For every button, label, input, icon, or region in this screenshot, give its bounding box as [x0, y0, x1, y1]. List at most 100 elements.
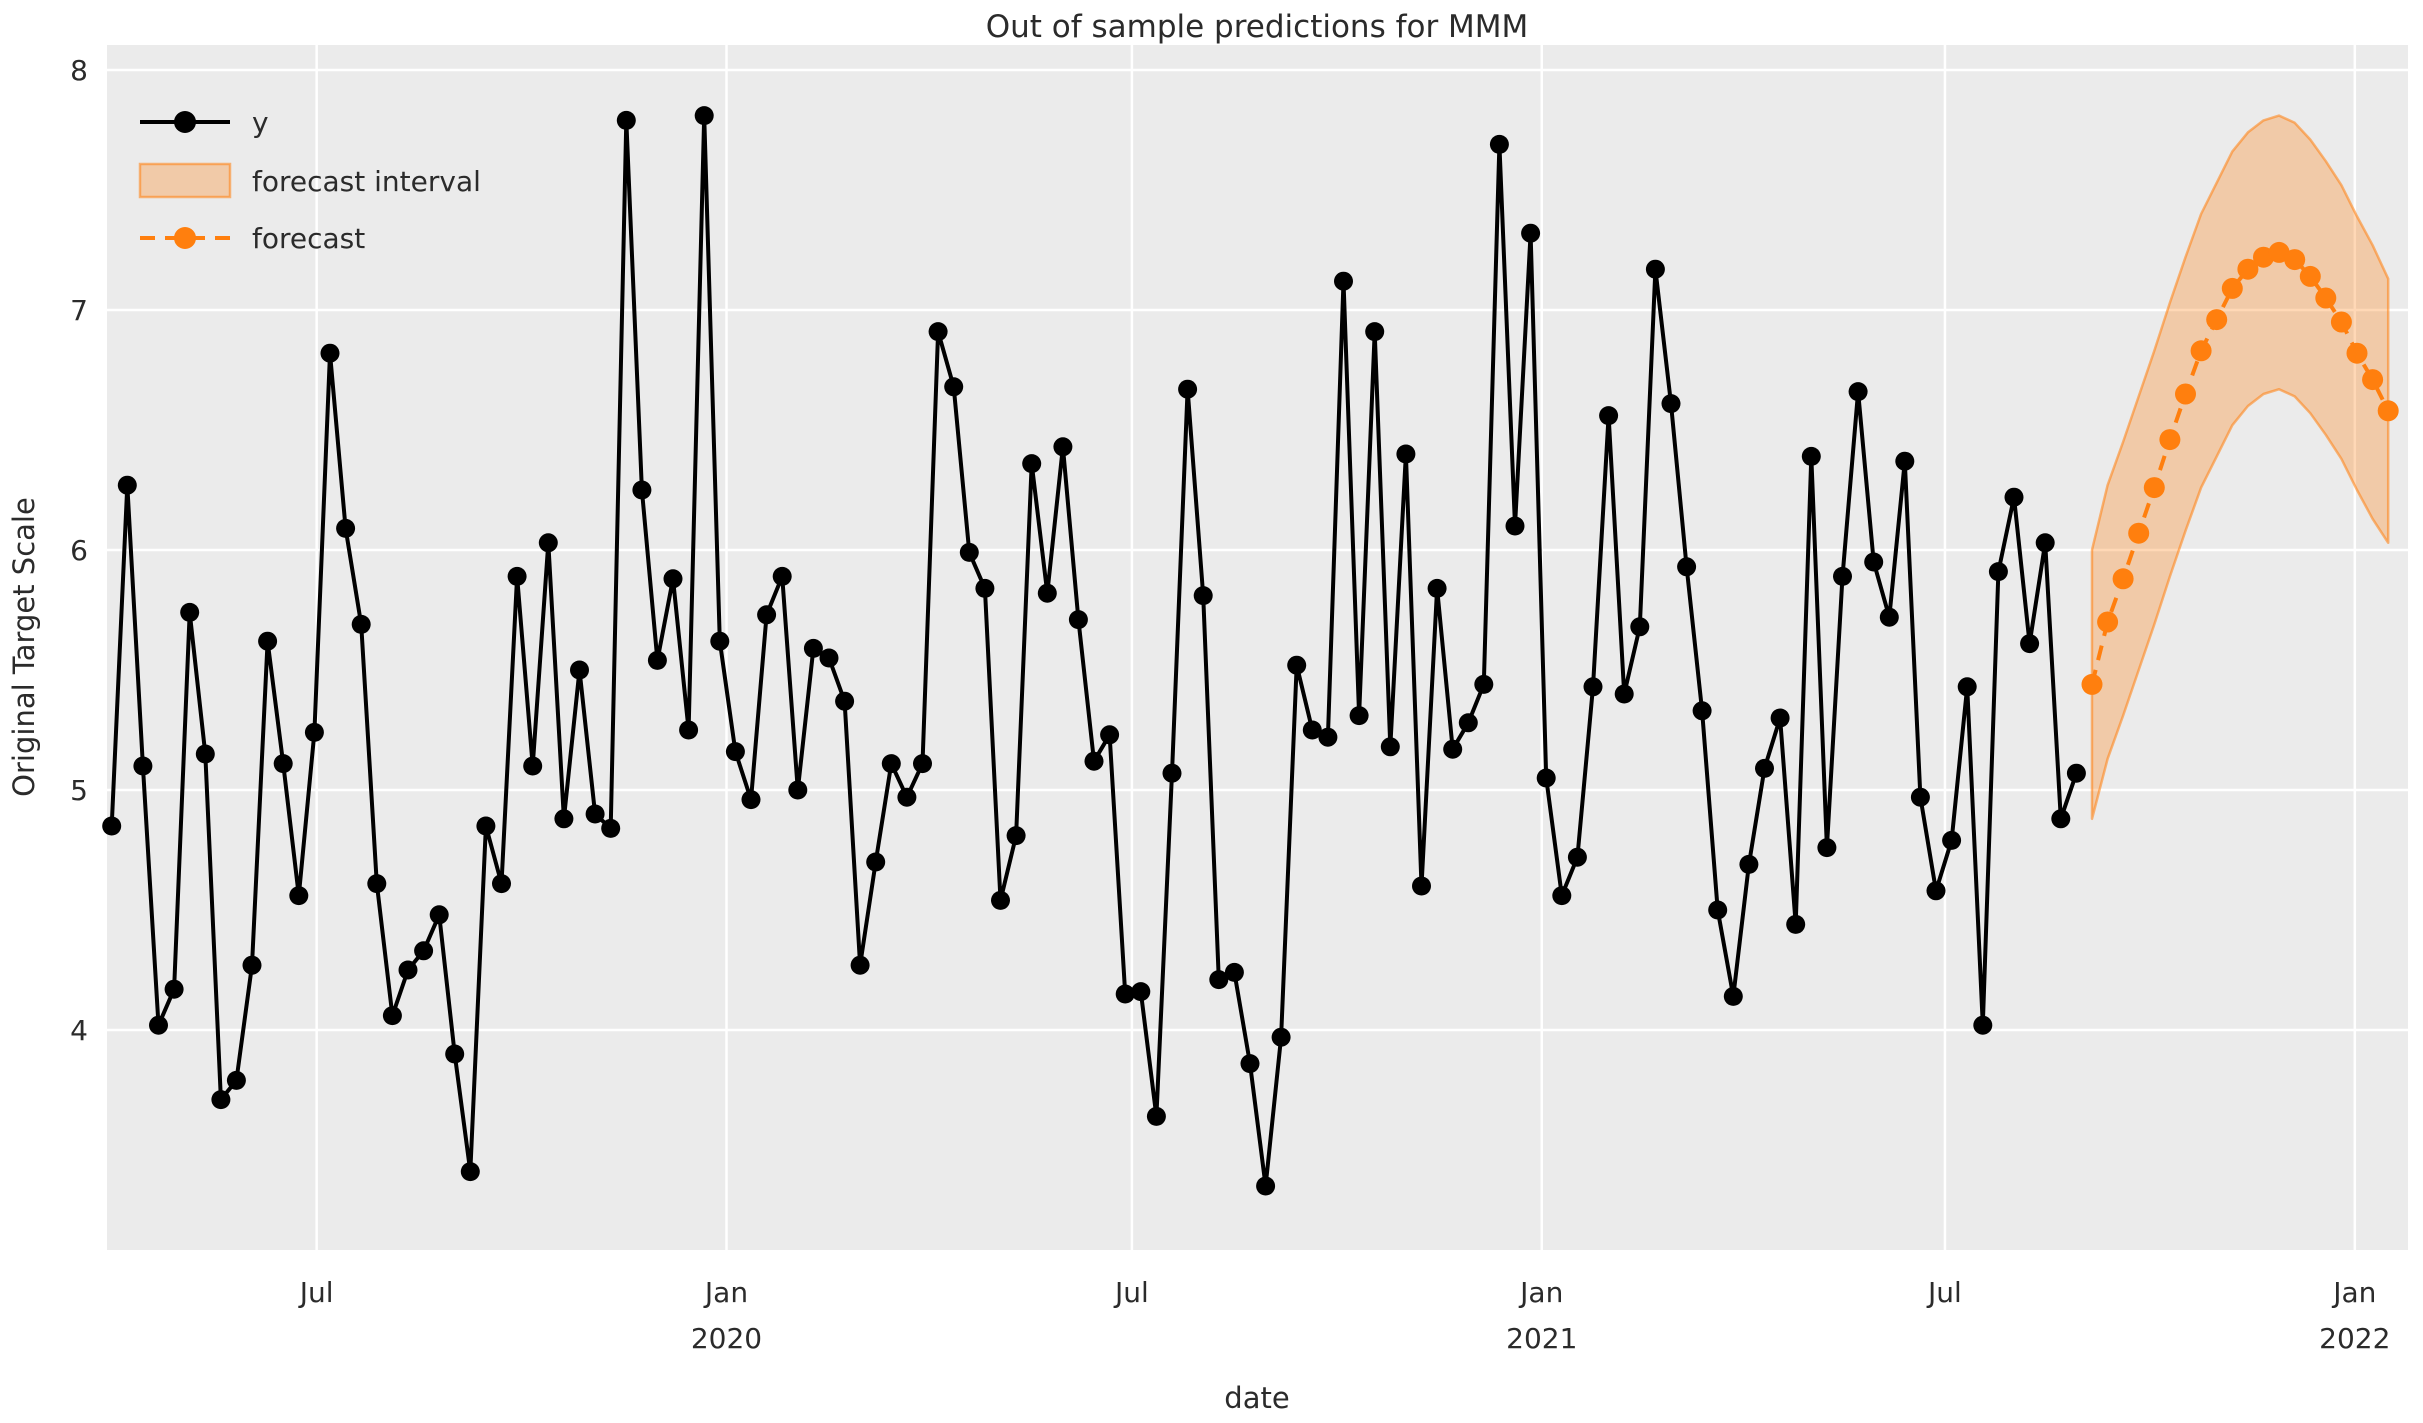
y-data-point [1817, 838, 1837, 858]
y-data-point [1801, 446, 1821, 466]
x-tick-label: Jan [703, 1276, 748, 1309]
y-data-point [1100, 725, 1120, 745]
y-data-point [1910, 787, 1930, 807]
y-data-point [211, 1090, 231, 1110]
legend: y forecast interval forecast [138, 106, 481, 255]
y-data-point [523, 756, 543, 776]
y-data-point [289, 886, 309, 906]
y-data-point [460, 1162, 480, 1182]
y-data-point [1380, 737, 1400, 757]
y-data-point [195, 744, 215, 764]
y-data-point [476, 816, 496, 836]
y-data-point [1708, 900, 1728, 920]
y-data-point [585, 804, 605, 824]
y-data-point [1926, 881, 1946, 901]
forecast-data-point [2175, 383, 2196, 405]
y-data-point [835, 691, 855, 711]
forecast-data-point [2081, 673, 2103, 695]
forecast-data-point [2362, 369, 2384, 391]
y-data-point [2051, 809, 2071, 829]
forecast-interval-patch-icon [138, 162, 232, 199]
y-data-point [1755, 758, 1774, 778]
y-data-point [1536, 768, 1556, 788]
y-data-point [1115, 984, 1135, 1004]
y-data-point [1068, 610, 1088, 630]
y-data-point [1193, 586, 1213, 606]
y-data-point [772, 566, 792, 586]
y-data-point [1318, 727, 1338, 747]
y-data-point [1474, 674, 1494, 694]
y-data-point [1427, 578, 1447, 598]
y-tick-label: 7 [70, 294, 88, 327]
y-data-point [1521, 223, 1541, 243]
y-data-point [336, 518, 356, 538]
y-axis-label: Original Target Scale [7, 497, 41, 797]
y-data-point [694, 106, 714, 126]
y-data-point [180, 602, 200, 622]
forecast-interval-band [2090, 114, 2390, 821]
y-data-point [632, 480, 652, 500]
forecast-data-point [2330, 311, 2352, 333]
y-data-point [1614, 684, 1634, 704]
y-data-point [102, 816, 122, 836]
forecast-data-point [2112, 568, 2134, 590]
y-data-point [1739, 854, 1759, 874]
y-data-point [1084, 751, 1104, 771]
forecast-data-point [2315, 287, 2337, 309]
y-data-point [757, 605, 777, 625]
y-data-point [850, 955, 870, 975]
legend-label-forecast: forecast [252, 222, 365, 255]
y-data-point [538, 533, 558, 553]
y-data-point [1599, 406, 1619, 426]
y-data-point [1848, 382, 1868, 402]
y-data-point [1396, 444, 1416, 464]
y-data-point [242, 955, 262, 975]
x-tick-label: Jul [1113, 1276, 1149, 1309]
x-tick-label: Jan [2331, 1276, 2376, 1309]
y-data-point [866, 852, 886, 872]
y-data-point [928, 322, 948, 342]
legend-item-y: y [140, 106, 269, 139]
y-data-point [1833, 566, 1852, 586]
y-data-point [1349, 706, 1369, 726]
y-data-point [991, 890, 1010, 910]
y-data-point [1271, 1027, 1291, 1047]
forecast-line [2090, 250, 2390, 685]
y-data-point [1957, 677, 1977, 697]
forecast-data-point [2206, 309, 2228, 331]
legend-item-forecast-interval: forecast interval [138, 162, 481, 199]
forecast-data-point [2268, 241, 2290, 263]
y-data-point [1256, 1176, 1276, 1196]
y-data-point [492, 874, 511, 894]
y-data-point [959, 542, 979, 562]
y-data-point [1178, 379, 1198, 399]
y-data-point [1209, 970, 1229, 990]
y-data-point [1786, 914, 1806, 934]
y-data-point [1053, 437, 1073, 457]
y-data-point [1973, 1015, 1993, 1035]
y-data-point [320, 343, 340, 363]
y-data-point [788, 780, 808, 800]
y-data-point [445, 1044, 465, 1064]
y-data-point [679, 720, 699, 740]
y-data-point [429, 905, 449, 925]
y-data-point [382, 1006, 402, 1026]
x-axis-label: date [1224, 1381, 1289, 1415]
y-data-point [725, 742, 745, 762]
y-data-point [304, 722, 324, 742]
forecast-data-point [2143, 477, 2165, 499]
y-data-point [133, 756, 153, 776]
y-data-point [1879, 607, 1899, 627]
gridlines [107, 45, 2408, 1250]
y-data-point [367, 874, 387, 894]
x-tick-year-label: 2020 [691, 1322, 762, 1355]
y-data-point [226, 1070, 246, 1090]
x-tick-year-label: 2021 [1506, 1322, 1577, 1355]
forecast-series [2081, 241, 2399, 695]
y-data-point [1552, 886, 1572, 906]
forecast-interval-area [2090, 114, 2390, 821]
y-data-point [1489, 134, 1509, 154]
y-data-point [819, 648, 839, 668]
